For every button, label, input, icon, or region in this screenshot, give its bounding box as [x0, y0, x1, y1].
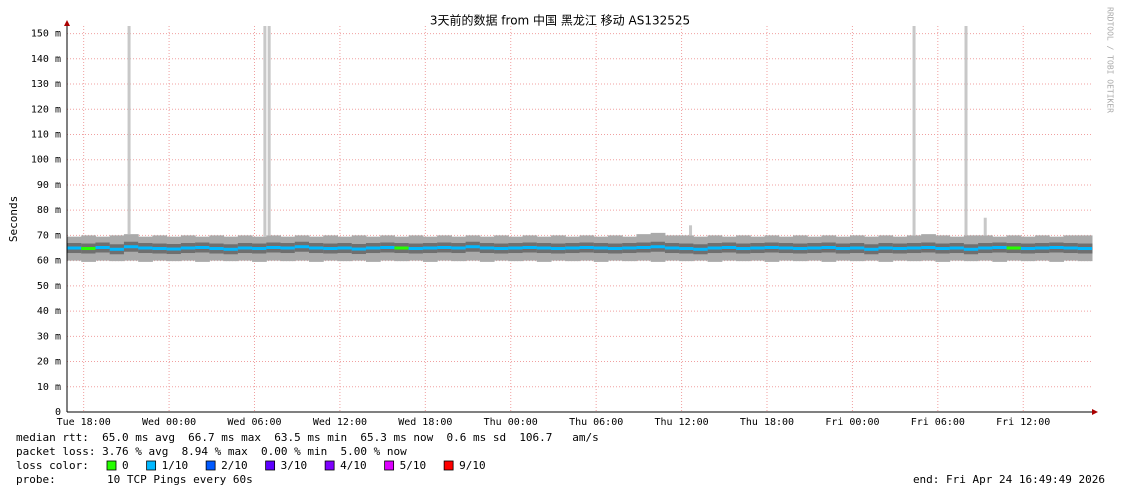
- stats-line: median rtt: 65.0 ms avg 66.7 ms max 63.5…: [16, 431, 599, 444]
- legend-swatch: [384, 460, 395, 471]
- spike: [267, 26, 271, 236]
- y-tick-label: 150 m: [31, 29, 61, 40]
- side-label: RRDTOOL / TOBI OETIKER: [1106, 7, 1115, 113]
- y-tick-label: 130 m: [31, 79, 61, 90]
- y-tick-label: 0: [55, 407, 61, 418]
- legend-swatch: [324, 460, 335, 471]
- probe: 10 TCP Pings every 60s: [107, 473, 253, 486]
- x-tick-label: Wed 06:00: [227, 417, 281, 428]
- end-time: end: Fri Apr 24 16:49:49 2026: [913, 473, 1105, 486]
- spike: [127, 26, 131, 235]
- x-tick-label: Wed 12:00: [313, 417, 367, 428]
- y-axis-label: Seconds: [7, 196, 20, 242]
- x-tick-label: Thu 12:00: [654, 417, 708, 428]
- legend-label: 3/10: [281, 459, 308, 472]
- probe-label: probe:: [16, 473, 56, 486]
- legend-label: 5/10: [400, 459, 427, 472]
- spike: [964, 26, 968, 236]
- legend-swatch: [205, 460, 216, 471]
- y-tick-label: 40 m: [37, 306, 61, 317]
- y-tick-label: 50 m: [37, 281, 61, 292]
- y-tick-label: 140 m: [31, 54, 61, 65]
- y-tick-label: 30 m: [37, 331, 61, 342]
- legend-swatch: [146, 460, 157, 471]
- legend-title: loss color:: [16, 459, 89, 472]
- legend-swatch: [265, 460, 276, 471]
- legend-label: 1/10: [162, 459, 189, 472]
- chart-title: 3天前的数据 from 中国 黑龙江 移动 AS132525: [430, 13, 690, 28]
- x-tick-label: Fri 06:00: [911, 417, 965, 428]
- plot-area: [67, 26, 1093, 413]
- legend-label: 0: [122, 459, 129, 472]
- y-tick-label: 110 m: [31, 129, 61, 140]
- x-tick-label: Thu 00:00: [484, 417, 538, 428]
- y-tick-label: 120 m: [31, 104, 61, 115]
- legend-label: 2/10: [221, 459, 248, 472]
- y-tick-label: 100 m: [31, 155, 61, 166]
- x-tick-label: Tue 18:00: [57, 417, 111, 428]
- x-tick-label: Fri 00:00: [825, 417, 879, 428]
- x-tick-label: Fri 12:00: [996, 417, 1050, 428]
- y-tick-label: 20 m: [37, 357, 61, 368]
- y-tick-label: 90 m: [37, 180, 61, 191]
- y-tick-label: 10 m: [37, 382, 61, 393]
- legend-label: 9/10: [459, 459, 486, 472]
- legend-swatch: [443, 460, 454, 471]
- y-tick-label: 80 m: [37, 205, 61, 216]
- y-tick-label: 70 m: [37, 230, 61, 241]
- spike: [263, 26, 267, 237]
- x-tick-label: Thu 06:00: [569, 417, 623, 428]
- spike: [912, 26, 916, 236]
- legend-swatch: [106, 460, 117, 471]
- stats-line: packet loss: 3.76 % avg 8.94 % max 0.00 …: [16, 445, 407, 458]
- y-tick-label: 60 m: [37, 256, 61, 267]
- spike: [983, 217, 987, 236]
- spike: [689, 225, 693, 236]
- x-tick-label: Wed 18:00: [398, 417, 452, 428]
- y-arrow: [64, 20, 70, 26]
- x-tick-label: Wed 00:00: [142, 417, 196, 428]
- x-tick-label: Thu 18:00: [740, 417, 794, 428]
- legend-label: 4/10: [340, 459, 367, 472]
- x-arrow: [1092, 409, 1098, 415]
